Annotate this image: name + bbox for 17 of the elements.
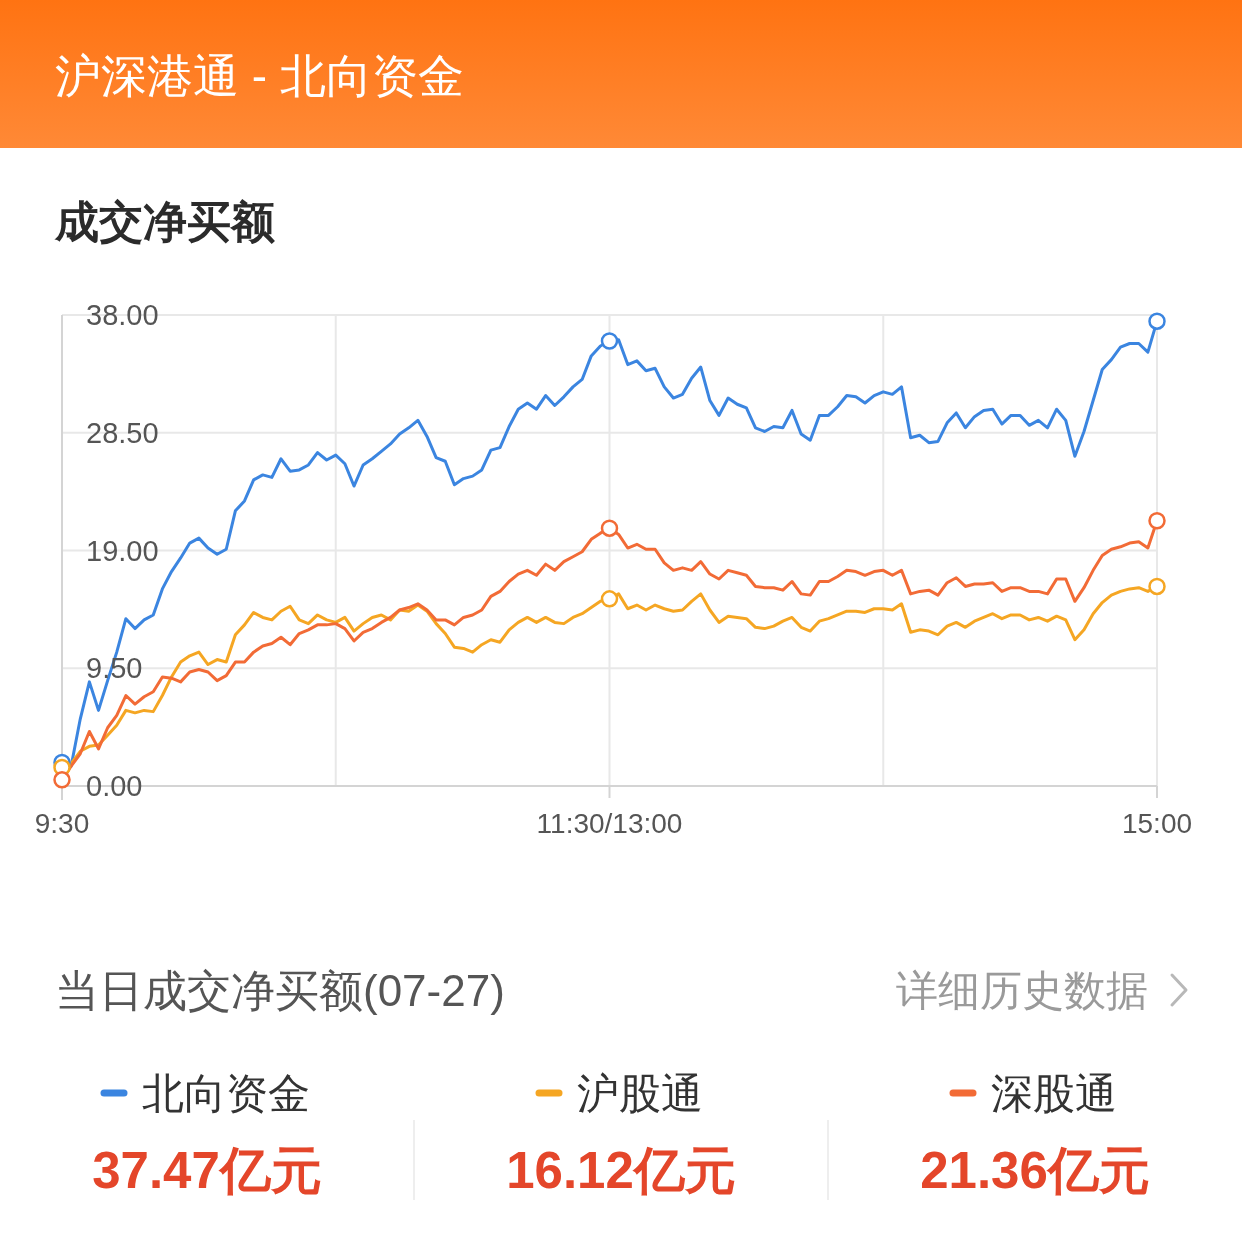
subtitle: 成交净买额 <box>55 196 275 246</box>
x-tick-label: 11:30/13:00 <box>536 807 683 839</box>
y-tick-label: 38.00 <box>86 299 159 331</box>
x-tick-label: 9:30 <box>34 807 90 839</box>
annotation: 当日成交净买额(07-27) <box>55 965 505 1015</box>
annotation: 37.47亿元 <box>92 1141 322 1199</box>
annotation: 16.12亿元 <box>506 1141 736 1199</box>
legend-label: 北向资金 <box>142 1069 310 1117</box>
legend-label: 沪股通 <box>577 1069 703 1117</box>
x-tick-label: 15:00 <box>1121 807 1193 839</box>
y-tick-label: 19.00 <box>86 534 159 567</box>
legend-label: 深股通 <box>991 1069 1117 1117</box>
annotation: 21.36亿元 <box>920 1141 1150 1199</box>
title: 沪深港通 - 北向资金 <box>55 50 464 102</box>
y-tick-label: 28.50 <box>86 416 159 449</box>
y-tick-label: 0.00 <box>86 770 143 802</box>
annotation: 详细历史数据 <box>896 966 1148 1014</box>
